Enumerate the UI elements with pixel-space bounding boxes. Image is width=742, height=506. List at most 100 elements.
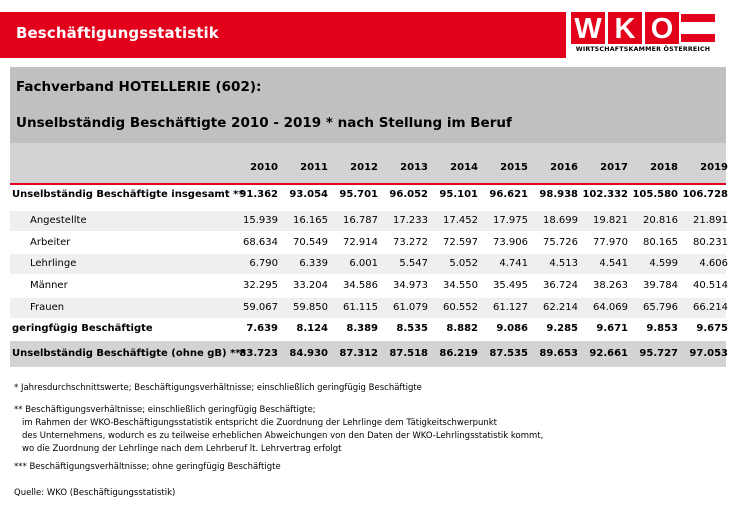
table-cell: 21.891 [693,215,728,226]
footnote-2-line-1: ** Beschäftigungsverhältnisse; einschlie… [14,405,316,415]
table-cell: 87.518 [389,348,428,359]
table-cell: 17.452 [443,215,478,226]
table-row-angestellte: Angestellte 15.939 16.165 16.787 17.233 … [10,211,728,231]
footnote-2-line-2: im Rahmen der WKO-Beschäftigungsstatisti… [22,418,498,428]
table-cell: 59.067 [243,302,278,313]
table-title: Unselbständig Beschäftigte 2010 - 2019 *… [16,115,512,131]
wko-logo-letters: W K O [571,12,679,44]
table-cell: 95.701 [339,189,378,200]
year-header-2011: 2011 [300,162,328,173]
table-cell: 40.514 [693,280,728,291]
table-cell: 92.661 [589,348,628,359]
row-label: Angestellte [30,215,87,226]
row-label: Männer [30,280,68,291]
table-cell: 34.973 [393,280,428,291]
table-cell: 96.052 [389,189,428,200]
table-cell: 73.906 [493,237,528,248]
table-cell: 9.285 [546,323,578,334]
year-header-2018: 2018 [650,162,678,173]
table-cell: 95.727 [639,348,678,359]
table-cell: 18.699 [543,215,578,226]
table-cell: 9.671 [596,323,628,334]
table-row-ohne-gb: Unselbständig Beschäftigte (ohne gB) ***… [10,341,728,367]
table-cell: 106.728 [682,189,728,200]
table-cell: 6.001 [349,258,378,269]
table-cell: 38.263 [593,280,628,291]
table-cell: 61.127 [493,302,528,313]
table-row-geringfuegig: geringfügig Beschäftigte 7.639 8.124 8.3… [10,319,728,339]
year-header-2015: 2015 [500,162,528,173]
table-cell: 9.675 [696,323,728,334]
table-cell: 39.784 [643,280,678,291]
source-note: Quelle: WKO (Beschäftigungsstatistik) [14,488,176,498]
table-cell: 61.079 [393,302,428,313]
table-cell: 80.165 [643,237,678,248]
table-cell: 9.853 [646,323,678,334]
table-cell: 91.362 [239,189,278,200]
year-header-2013: 2013 [400,162,428,173]
header-divider [10,183,726,185]
table-cell: 4.599 [649,258,678,269]
table-cell: 59.850 [293,302,328,313]
table-cell: 15.939 [243,215,278,226]
table-cell: 4.606 [699,258,728,269]
table-cell: 65.796 [643,302,678,313]
table-cell: 70.549 [293,237,328,248]
table-cell: 86.219 [439,348,478,359]
table-cell: 77.970 [593,237,628,248]
year-header-2012: 2012 [350,162,378,173]
table-cell: 98.938 [539,189,578,200]
table-cell: 61.115 [343,302,378,313]
table-cell: 34.586 [343,280,378,291]
table-cell: 19.821 [593,215,628,226]
year-header-2017: 2017 [600,162,628,173]
year-header-2014: 2014 [450,162,478,173]
row-label: Unselbständig Beschäftigte (ohne gB) *** [12,348,246,359]
logo-letter-k: K [615,13,636,44]
table-cell: 64.069 [593,302,628,313]
table-cell: 73.272 [393,237,428,248]
row-label: Lehrlinge [30,258,77,269]
table-cell: 87.535 [489,348,528,359]
table-cell: 4.541 [599,258,628,269]
table-cell: 33.204 [293,280,328,291]
table-cell: 89.653 [539,348,578,359]
table-cell: 84.930 [289,348,328,359]
table-cell: 4.741 [499,258,528,269]
table-cell: 5.547 [399,258,428,269]
table-cell: 97.053 [689,348,728,359]
section-header: Fachverband HOTELLERIE (602): Unselbstän… [10,67,726,143]
table-cell: 95.101 [439,189,478,200]
footnote-3: *** Beschäftigungsverhältnisse; ohne ger… [14,462,281,472]
table-row-frauen: Frauen 59.067 59.850 61.115 61.079 60.55… [10,298,728,318]
table-cell: 80.231 [693,237,728,248]
row-label: Frauen [30,302,65,313]
table-cell: 60.552 [443,302,478,313]
year-header-2010: 2010 [250,162,278,173]
table-row-maenner: Männer 32.295 33.204 34.586 34.973 34.55… [10,276,728,296]
table-cell: 93.054 [289,189,328,200]
table-cell: 72.597 [443,237,478,248]
logo-letter-o: O [651,13,674,44]
table-cell: 72.914 [343,237,378,248]
year-header-2019: 2019 [700,162,728,173]
table-cell: 75.726 [543,237,578,248]
table-cell: 96.621 [489,189,528,200]
fachverband-title: Fachverband HOTELLERIE (602): [16,79,262,95]
footnote-2-line-4: wo die Zuordnung der Lehrlinge nach dem … [22,444,342,454]
row-label: Unselbständig Beschäftigte insgesamt ** [12,189,244,200]
table-cell: 16.787 [343,215,378,226]
table-cell: 5.052 [449,258,478,269]
table-row-lehrlinge: Lehrlinge 6.790 6.339 6.001 5.547 5.052 … [10,254,728,274]
year-header-row: 2010 2011 2012 2013 2014 2015 2016 2017 … [10,143,728,183]
table-cell: 8.124 [296,323,328,334]
table-cell: 66.214 [693,302,728,313]
table-cell: 62.214 [543,302,578,313]
table-cell: 105.580 [632,189,678,200]
table-cell: 4.513 [549,258,578,269]
table-cell: 34.550 [443,280,478,291]
page-title: Beschäftigungsstatistik [16,24,219,42]
logo-flag-stripes [681,14,715,42]
footnote-1: * Jahresdurchschnittswerte; Beschäftigun… [14,383,422,393]
table-cell: 20.816 [643,215,678,226]
